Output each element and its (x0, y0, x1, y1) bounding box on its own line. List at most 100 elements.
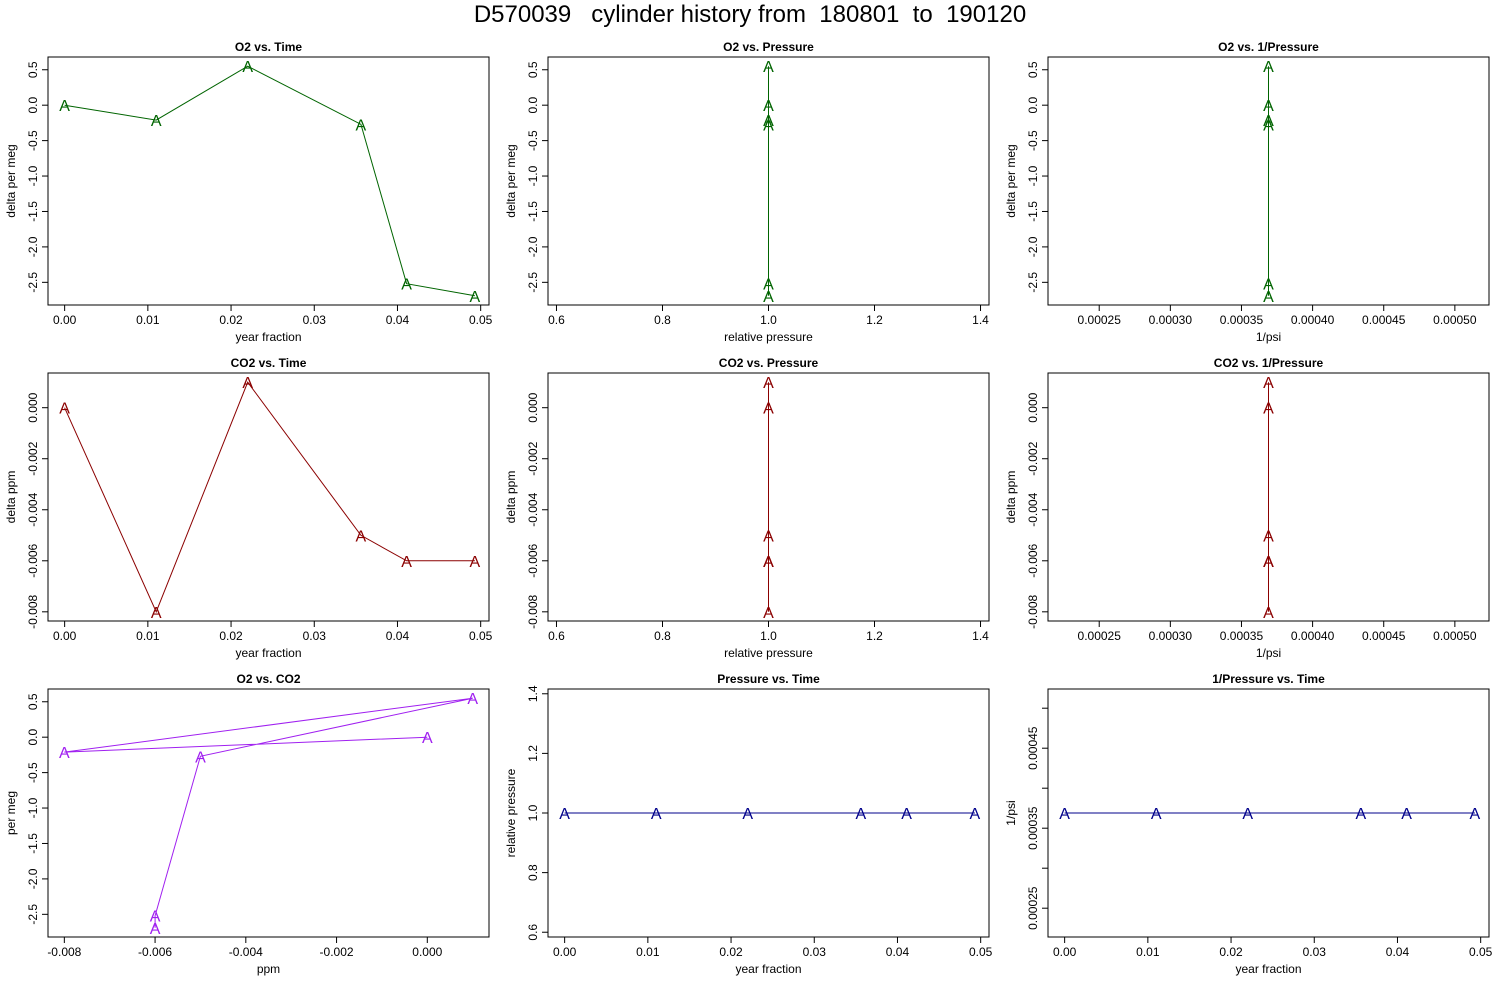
panel-title: CO2 vs. Time (231, 356, 307, 370)
series-line (64, 381, 475, 614)
data-point-marker: A (763, 401, 774, 418)
x-tick-label: 0.05 (469, 629, 493, 643)
data-point-marker: A (1263, 401, 1274, 418)
plot-panel: CO2 vs. Time 0.00 0.01 0.02 0.03 0.04 0.05 -0.0… (4, 356, 493, 660)
plot-panel: O2 vs. Pressure 0.6 0.8 1.0 1.2 1.4 -2.5 -2.0 -1… (504, 40, 990, 344)
x-tick-label: 0.6 (548, 629, 565, 643)
data-point-marker: A (59, 401, 70, 418)
panel-title: 1/Pressure vs. Time (1212, 672, 1325, 686)
x-tick-label: 0.6 (548, 313, 565, 327)
data-point-marker: A (1242, 806, 1253, 823)
y-axis-label: delta ppm (1004, 471, 1018, 524)
y-axis-label: delta per meg (1004, 144, 1018, 217)
x-tick-label: 0.03 (803, 945, 827, 959)
x-tick-label: 0.8 (654, 629, 671, 643)
plot-panel: O2 vs. CO2 -0.008 -0.006 -0.004 -0.002 0.000 -… (4, 672, 490, 976)
x-axis-label: relative pressure (724, 646, 813, 660)
data-point-marker: A (763, 375, 774, 392)
panel-title: CO2 vs. 1/Pressure (1214, 356, 1324, 370)
plot-frame (47, 688, 490, 938)
y-tick-label: -2.5 (26, 272, 40, 293)
data-point-marker: A (470, 289, 481, 306)
y-tick-label: -1.0 (26, 797, 40, 818)
y-tick-label: -0.004 (26, 492, 40, 526)
y-tick-label: -0.004 (1026, 492, 1040, 526)
data-point-marker: A (401, 277, 412, 294)
y-axis-label: per meg (4, 791, 18, 835)
data-point-marker: A (470, 554, 481, 571)
y-tick-label: 0.5 (1026, 61, 1040, 78)
x-tick-label: 1.4 (972, 629, 989, 643)
plot-panel: O2 vs. Time 0.00 0.01 0.02 0.03 0.04 0.05 -2.5 -… (4, 40, 493, 344)
x-tick-label: 0.03 (1303, 945, 1327, 959)
data-point-marker: A (467, 691, 478, 708)
data-point-marker: A (422, 730, 433, 747)
y-tick-label: -1.0 (526, 165, 540, 186)
x-tick-label: 0.00 (53, 629, 77, 643)
x-tick-label: 0.000 (412, 945, 442, 959)
data-point-marker: A (1263, 605, 1274, 622)
x-tick-label: 0.04 (386, 313, 410, 327)
data-point-marker: A (901, 806, 912, 823)
x-tick-label: 0.00050 (1433, 313, 1477, 327)
plot-frame (47, 56, 490, 306)
data-point-marker: A (1401, 806, 1412, 823)
y-tick-label: 0.5 (26, 693, 40, 710)
y-tick-label: -0.002 (26, 441, 40, 475)
y-tick-label: 0.0 (1026, 97, 1040, 114)
data-point-marker: A (59, 98, 70, 115)
data-point-marker: A (195, 749, 206, 766)
x-axis-label: 1/psi (1256, 646, 1281, 660)
data-point-marker: A (763, 113, 774, 130)
y-tick-label: -0.002 (1026, 441, 1040, 475)
panel-title: O2 vs. Pressure (723, 40, 814, 54)
panel-title: O2 vs. Time (235, 40, 302, 54)
plot-panel: 1/Pressure vs. Time 0.00 0.01 0.02 0.03 0.04 0… (1004, 672, 1493, 976)
plot-frame (1047, 56, 1490, 306)
plot-panel: O2 vs. 1/Pressure 0.00025 0.00030 0.00035 0.… (1004, 40, 1490, 344)
x-tick-label: 0.00030 (1149, 629, 1193, 643)
x-tick-label: 0.00035 (1220, 313, 1264, 327)
x-axis-label: year fraction (235, 646, 301, 660)
data-point-marker: A (763, 554, 774, 571)
y-tick-label: 1.2 (526, 745, 540, 762)
x-tick-label: 0.04 (1386, 945, 1410, 959)
x-tick-label: 1.0 (760, 629, 777, 643)
data-point-marker: A (1263, 113, 1274, 130)
data-point-marker: A (401, 554, 412, 571)
x-tick-label: 0.05 (469, 313, 493, 327)
y-tick-label: 0.8 (526, 864, 540, 881)
data-point-marker: A (356, 117, 367, 134)
data-point-marker: A (1356, 806, 1367, 823)
data-point-marker: A (1263, 528, 1274, 545)
x-tick-label: 0.05 (969, 945, 993, 959)
plot-panel: CO2 vs. 1/Pressure 0.00025 0.00030 0.00035 0… (1004, 356, 1490, 660)
data-point-marker: A (1151, 806, 1162, 823)
y-tick-label: -1.0 (1026, 165, 1040, 186)
y-tick-label: -2.0 (26, 236, 40, 257)
y-tick-label: -0.004 (526, 492, 540, 526)
y-tick-label: 0.00045 (1026, 726, 1040, 770)
data-point-marker: A (242, 59, 253, 76)
y-tick-label: -1.5 (1026, 201, 1040, 222)
data-point-marker: A (1470, 806, 1481, 823)
plot-frame (1047, 372, 1490, 622)
y-tick-label: 0.5 (526, 61, 540, 78)
y-tick-label: -0.006 (526, 543, 540, 577)
y-tick-label: -2.5 (26, 904, 40, 925)
data-point-marker: A (559, 806, 570, 823)
x-tick-label: 0.00045 (1362, 629, 1406, 643)
x-tick-label: 0.02 (219, 313, 243, 327)
x-axis-label: year fraction (735, 962, 801, 976)
y-axis-label: relative pressure (504, 768, 518, 857)
y-axis-label: delta per meg (4, 144, 18, 217)
y-tick-label: 0.00025 (1026, 886, 1040, 930)
x-tick-label: 0.05 (1469, 945, 1493, 959)
x-tick-label: 0.00 (553, 945, 577, 959)
y-tick-label: -2.5 (526, 272, 540, 293)
y-tick-label: -0.5 (526, 130, 540, 151)
x-tick-label: 0.01 (136, 313, 160, 327)
x-axis-label: ppm (257, 962, 280, 976)
x-tick-label: 0.02 (219, 629, 243, 643)
